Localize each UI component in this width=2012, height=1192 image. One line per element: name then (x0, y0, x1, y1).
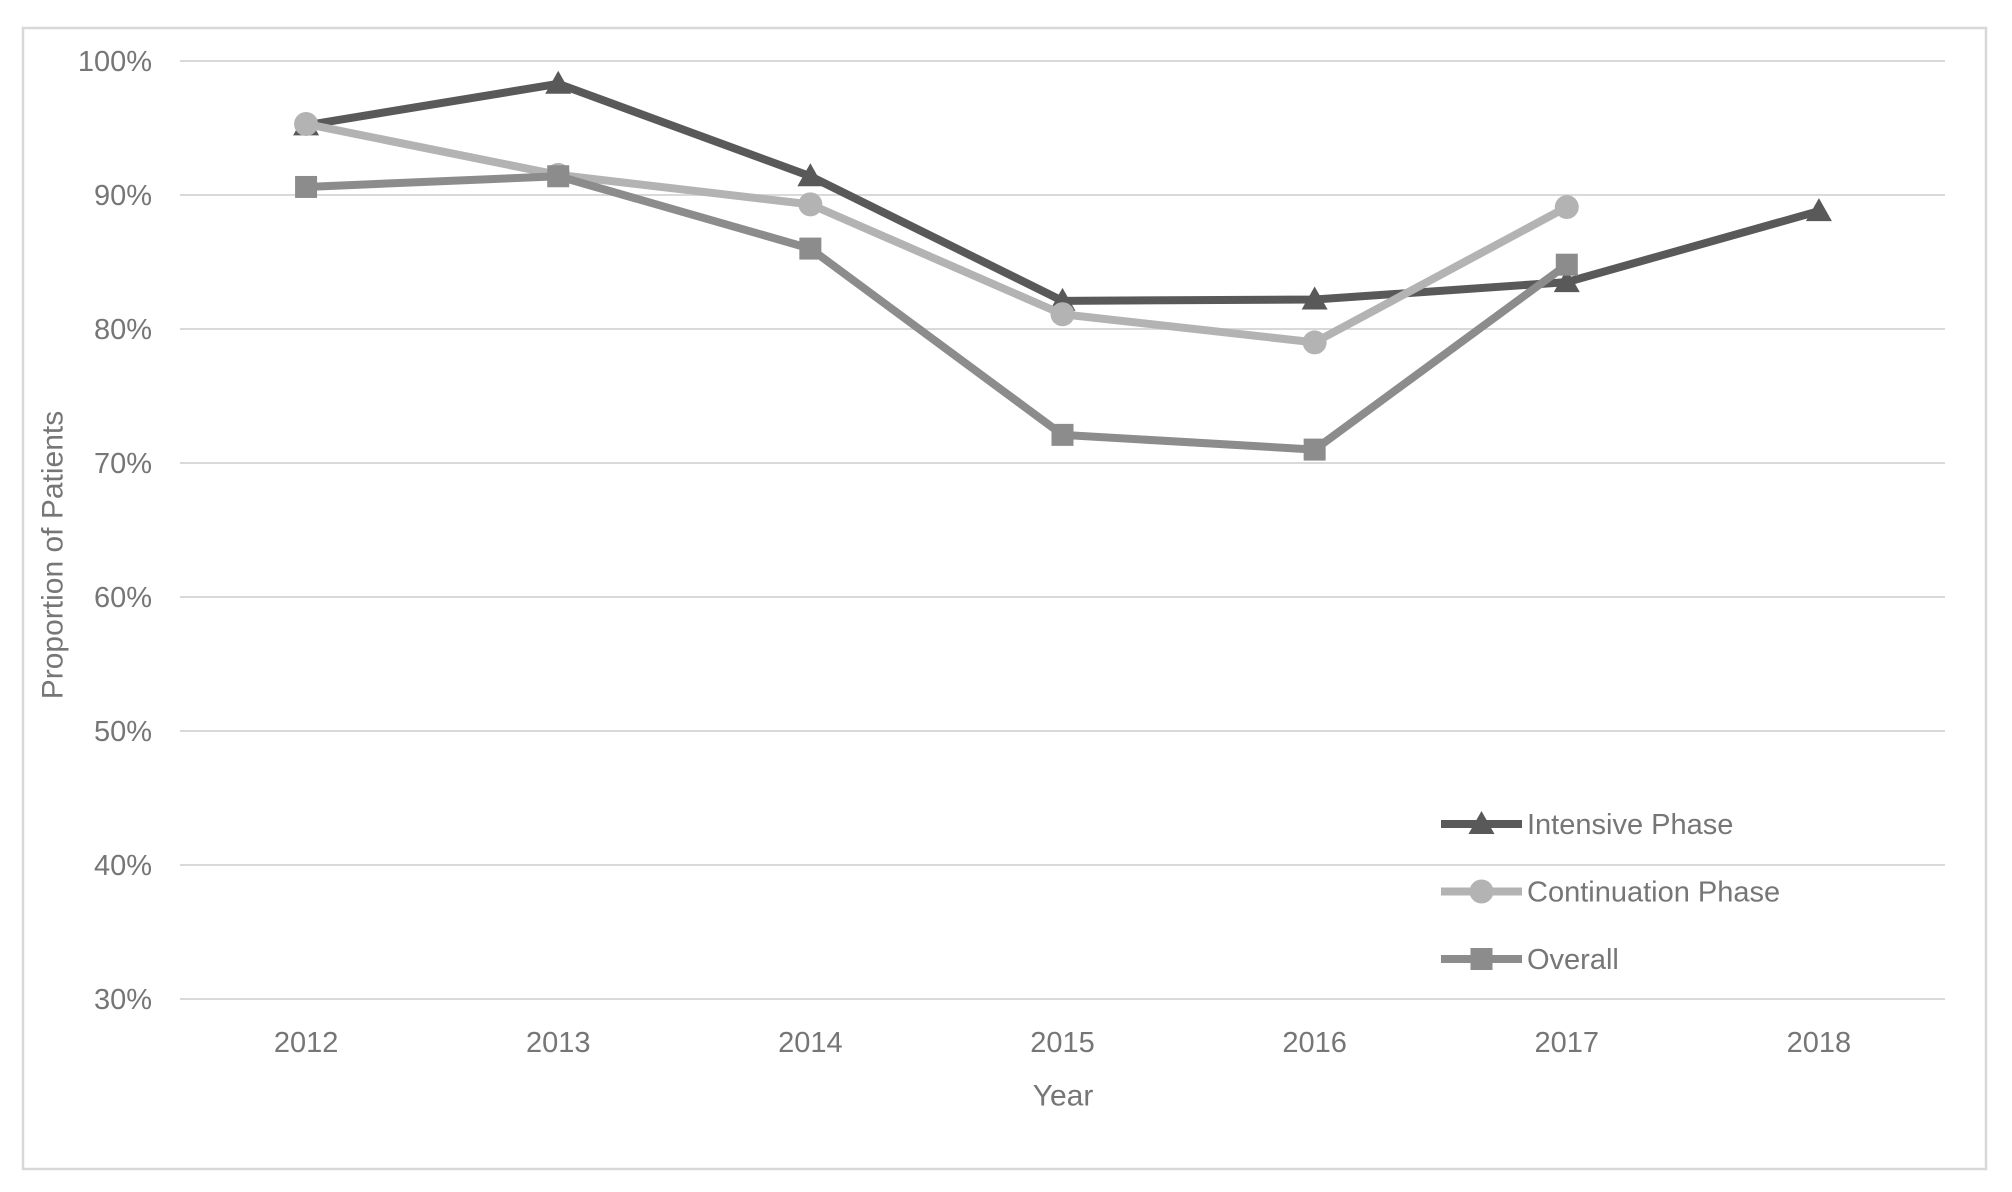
square-marker-overall (1303, 438, 1326, 461)
chart-legend: Intensive Phase Continuation Phase Overall (1441, 809, 1780, 976)
y-axis-title: Proportion of Patients (37, 411, 70, 700)
circle-marker-continuation-phase (1302, 330, 1327, 355)
circle-marker-continuation-phase (1554, 195, 1579, 220)
triangle-marker-intensive-phase (545, 70, 572, 94)
circle-marker-continuation-phase (294, 111, 319, 136)
y-tick-label: 90% (94, 180, 152, 212)
square-marker-overall (799, 237, 822, 260)
legend-circle-marker (1469, 879, 1494, 904)
series-continuation-phase (294, 111, 1579, 355)
triangle-marker-intensive-phase (797, 163, 824, 187)
y-tick-label: 40% (94, 850, 152, 882)
legend-item-intensive-phase: Intensive Phase (1441, 809, 1733, 841)
legend-triangle-marker (1468, 811, 1495, 834)
legend-label: Intensive Phase (1527, 809, 1733, 841)
series-intensive-phase (293, 70, 1832, 311)
data-series (293, 70, 1832, 461)
y-tick-label: 30% (94, 984, 152, 1016)
series-line-intensive-phase (305, 79, 1821, 305)
gridlines (180, 60, 1945, 1000)
legend-item-continuation-phase: Continuation Phase (1441, 877, 1780, 909)
legend-label: Overall (1527, 944, 1619, 976)
triangle-marker-intensive-phase (1553, 269, 1580, 293)
x-tick-label: 2013 (526, 1027, 591, 1059)
triangle-marker-intensive-phase (1301, 286, 1328, 310)
series-line-overall (305, 172, 1570, 454)
y-tick-label: 60% (94, 582, 152, 614)
triangle-marker-intensive-phase (1805, 198, 1832, 222)
axis-tick-labels: 30% 40% 50% 60% 70% 80% 90% 100% 2012 2013 2014 201… (78, 46, 1851, 1059)
chart-border (21, 26, 1988, 1171)
x-tick-label: 2016 (1282, 1027, 1347, 1059)
y-tick-label: 100% (78, 46, 152, 78)
x-tick-label: 2012 (274, 1027, 339, 1059)
series-line-continuation-phase (305, 120, 1569, 347)
y-tick-label: 50% (94, 716, 152, 748)
x-axis-title: Year (1033, 1080, 1094, 1113)
legend-label: Continuation Phase (1527, 877, 1780, 909)
square-marker-overall (1051, 423, 1074, 446)
x-tick-label: 2015 (1030, 1027, 1095, 1059)
series-overall (295, 165, 1578, 461)
square-marker-overall (295, 175, 318, 198)
square-marker-overall (547, 165, 570, 188)
y-tick-label: 70% (94, 448, 152, 480)
x-tick-label: 2018 (1787, 1027, 1852, 1059)
square-marker-overall (1555, 253, 1578, 276)
circle-marker-continuation-phase (1050, 302, 1075, 327)
x-tick-label: 2014 (778, 1027, 843, 1059)
legend-item-overall: Overall (1441, 944, 1619, 976)
x-tick-label: 2017 (1535, 1027, 1600, 1059)
legend-square-marker (1470, 948, 1493, 970)
y-tick-label: 80% (94, 314, 152, 346)
circle-marker-continuation-phase (798, 192, 823, 217)
